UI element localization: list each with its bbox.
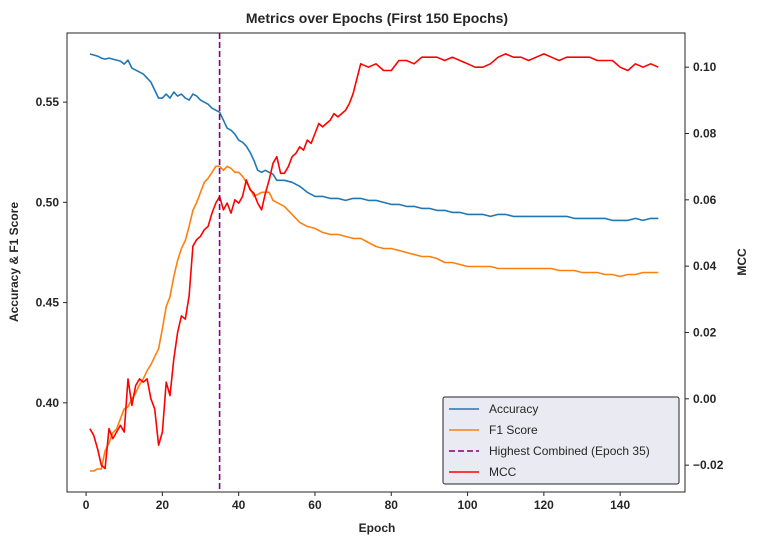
y-right-tick-label: 0.02 [693,325,717,339]
y-left-tick-label: 0.45 [36,296,60,310]
y-right-axis-label: MCC [735,248,749,276]
x-tick-label: 100 [458,498,478,512]
y-left-axis-ticks: 0.40 0.45 0.50 0.55 [36,95,67,410]
y-left-tick-label: 0.50 [36,195,60,209]
legend-label: MCC [489,465,517,479]
y-right-tick-label: 0.10 [693,60,717,74]
x-axis-label: Epoch [359,521,396,535]
legend-label: Highest Combined (Epoch 35) [489,444,650,458]
x-tick-label: 120 [534,498,554,512]
series-line-accuracy [89,53,659,222]
series-line-mcc [89,53,659,470]
y-right-axis-ticks: −0.02 0.00 0.02 0.04 0.06 0.08 0.10 [685,60,724,472]
legend: Accuracy F1 Score Highest Combined (Epoch … [442,396,680,485]
x-tick-label: 60 [308,498,322,512]
legend-label: F1 Score [489,423,538,437]
plot-area [89,33,659,492]
legend-box [442,396,680,485]
y-right-tick-label: −0.02 [693,458,724,472]
series-line-f1-score [89,165,659,472]
y-left-tick-label: 0.40 [36,396,60,410]
x-axis-ticks: 0 20 40 60 80 100 120 140 [83,492,630,512]
y-left-axis-label: Accuracy & F1 Score [7,202,21,322]
y-right-tick-label: 0.08 [693,126,717,140]
chart-title: Metrics over Epochs (First 150 Epochs) [246,10,508,26]
x-tick-label: 140 [610,498,630,512]
y-left-tick-label: 0.55 [36,95,60,109]
y-right-tick-label: 0.06 [693,193,717,207]
x-tick-label: 20 [156,498,170,512]
x-tick-label: 0 [83,498,90,512]
plot-frame [66,32,686,493]
legend-label: Accuracy [489,402,538,416]
x-tick-label: 40 [232,498,246,512]
y-right-tick-label: 0.04 [693,259,717,273]
y-right-tick-label: 0.00 [693,392,717,406]
x-tick-label: 80 [385,498,399,512]
